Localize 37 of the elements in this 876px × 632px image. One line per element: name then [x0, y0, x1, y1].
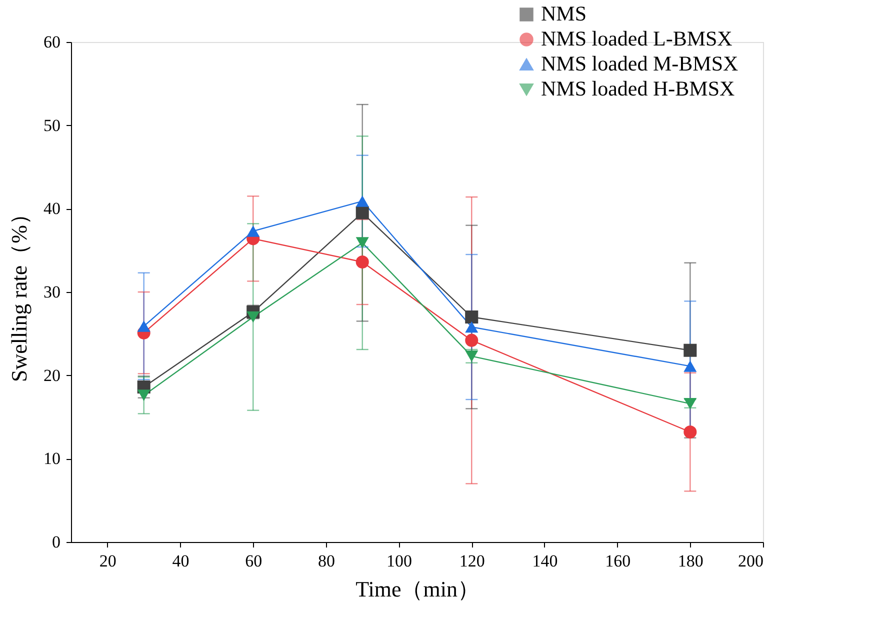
point	[246, 226, 260, 237]
y-tick-label: 50	[44, 116, 60, 135]
point	[465, 321, 478, 333]
legend-label: NMS	[541, 2, 587, 26]
point	[684, 360, 697, 372]
y-tick-label: 10	[44, 449, 60, 468]
point	[684, 425, 697, 439]
point	[465, 310, 478, 324]
x-axis-title: Time（min）	[356, 576, 480, 602]
y-tick-label: 40	[44, 199, 60, 218]
point	[137, 320, 150, 332]
y-tick-label: 20	[44, 366, 60, 385]
point	[356, 196, 369, 207]
point	[246, 311, 260, 323]
x-tick-label: 200	[738, 552, 764, 570]
x-tick-label: 80	[318, 552, 335, 570]
legend-label: NMS loaded M-BMSX	[541, 52, 738, 76]
y-tick-label: 30	[44, 282, 60, 302]
x-tick-label: 120	[459, 552, 485, 570]
y-axis-title: Swelling rate（%）	[6, 202, 32, 382]
x-tick-label: 60	[245, 552, 262, 570]
point	[465, 334, 478, 347]
x-tick-label: 40	[172, 552, 190, 570]
x-tick-label: 20	[99, 552, 116, 570]
y-tick-label: 0	[52, 532, 60, 552]
point	[356, 255, 369, 269]
x-tick-label: 180	[678, 552, 704, 570]
point	[137, 390, 150, 401]
point	[356, 237, 369, 248]
legend-label: NMS loaded H-BMSX	[541, 76, 735, 100]
point	[684, 344, 697, 357]
x-tick-label: 160	[605, 552, 631, 570]
point	[356, 206, 369, 220]
legend-label: NMS loaded L-BMSX	[541, 26, 732, 50]
x-tick-label: 100	[386, 552, 412, 570]
y-tick-label: 60	[44, 32, 60, 52]
x-tick-label: 140	[532, 552, 558, 570]
